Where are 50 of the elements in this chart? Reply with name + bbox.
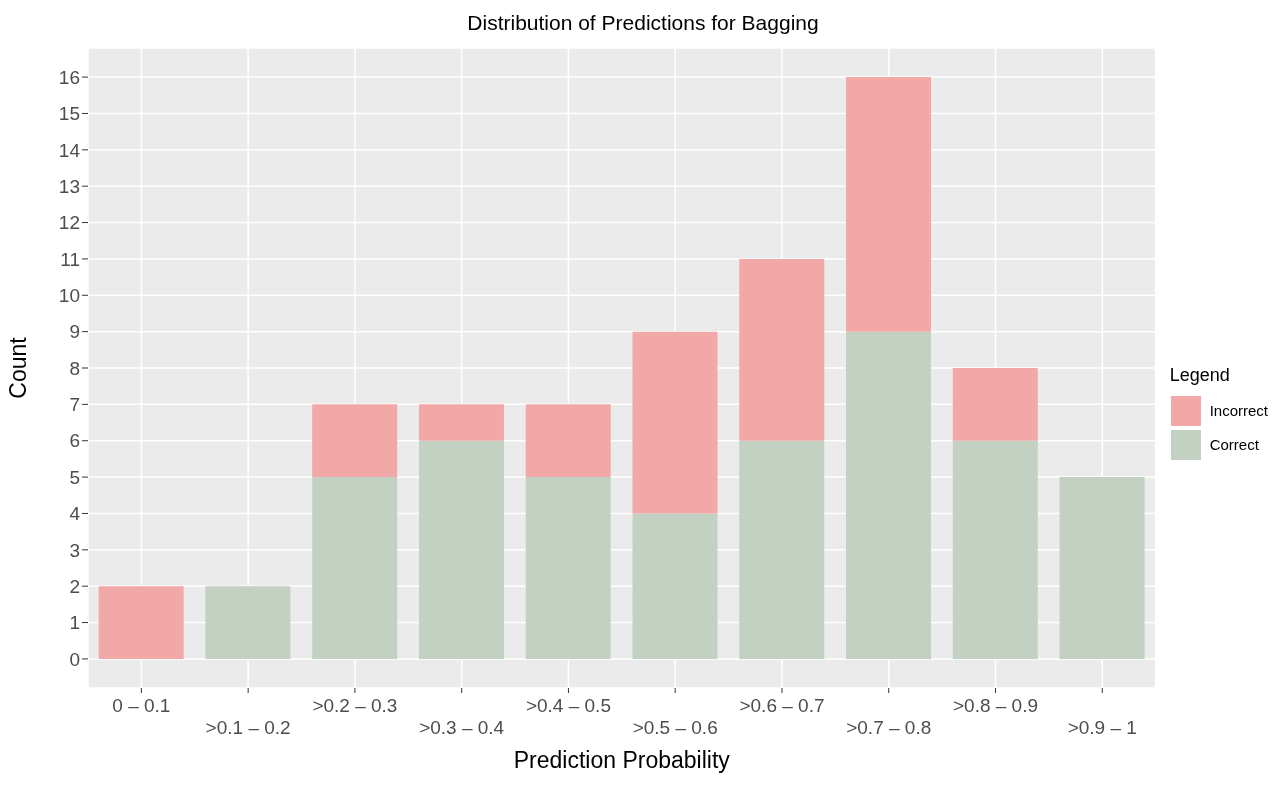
x-tick-label: >0.2 – 0.3 [312,695,398,716]
y-tick-label: 0 [69,648,80,670]
legend-title: Legend [1169,364,1231,386]
x-tick-label: >0.1 – 0.2 [205,717,291,738]
chart-title: Distribution of Predictions for Bagging [466,10,820,36]
y-tick-label: 11 [60,248,80,270]
y-tick-label: 4 [69,503,81,525]
bar [312,404,398,478]
x-tick-label: >0.9 – 1 [1067,717,1137,738]
bar [98,586,184,659]
bar [952,368,1038,441]
bar [632,331,718,514]
bar [952,440,1038,659]
bar [205,586,291,659]
x-tick-label: 0 – 0.1 [112,695,171,716]
x-tick-label: >0.6 – 0.7 [739,695,825,716]
bar [739,258,825,441]
y-tick-label: 16 [58,66,80,88]
y-tick-label: 15 [58,103,80,125]
bar [846,77,932,332]
y-axis-title: Count [5,336,32,399]
bar [418,404,504,441]
y-tick-label: 14 [58,139,81,161]
y-tick-label: 13 [58,175,80,197]
bar [525,404,611,478]
bar [418,440,504,659]
bar [739,440,825,659]
y-tick-label: 7 [69,394,80,416]
x-tick-label: >0.8 – 0.9 [952,695,1039,716]
x-tick-label: >0.5 – 0.6 [632,717,718,738]
legend-label: Correct [1209,436,1259,453]
x-tick-label: >0.4 – 0.5 [525,695,611,716]
legend-label: Incorrect [1209,402,1268,419]
y-tick-label: 8 [69,357,80,379]
y-tick-label: 10 [58,285,80,307]
y-tick-label: 3 [69,539,80,561]
y-tick-label: 1 [69,612,80,634]
y-tick-label: 2 [69,575,80,597]
bar [846,331,932,659]
bar [1059,477,1145,659]
y-tick-label: 6 [69,430,80,452]
bar [312,477,398,659]
y-tick-label: 5 [69,466,80,488]
x-axis-title: Prediction Probability [513,747,731,773]
x-tick-label: >0.7 – 0.8 [846,717,932,738]
y-tick-label: 12 [58,212,80,234]
bar [632,513,718,659]
x-tick-label: >0.3 – 0.4 [419,717,505,738]
y-tick-label: 9 [69,321,80,343]
bar [525,477,611,659]
